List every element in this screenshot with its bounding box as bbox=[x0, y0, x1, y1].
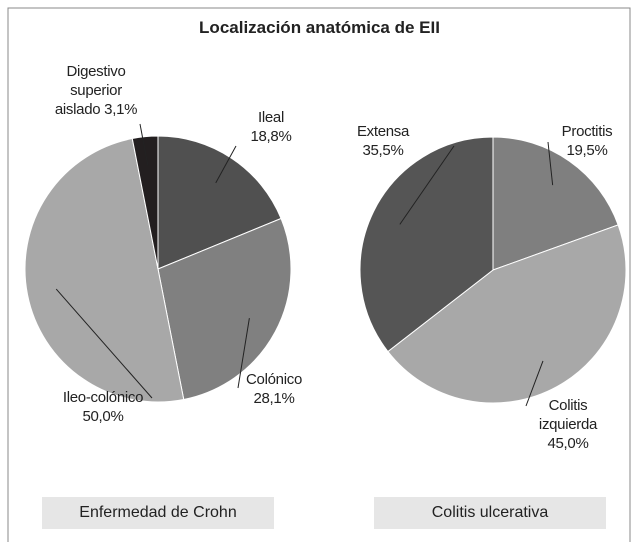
slice-label: Ileal 18,8% bbox=[236, 108, 306, 146]
chart-title: Localización anatómica de EII bbox=[199, 18, 440, 37]
value-label: 3,1% bbox=[104, 101, 138, 118]
value-label: 28,1% bbox=[253, 390, 295, 407]
pie-slice bbox=[359, 136, 494, 353]
leader-line bbox=[139, 123, 149, 166]
value-label: 45,0% bbox=[547, 435, 589, 452]
leader-line bbox=[547, 141, 554, 186]
pie-slice bbox=[387, 224, 627, 404]
leader-line bbox=[215, 145, 237, 184]
category-label: Proctitis bbox=[561, 123, 613, 140]
leader-line bbox=[525, 360, 544, 407]
value-label: 50,0% bbox=[82, 408, 124, 425]
value-label: 35,5% bbox=[362, 142, 404, 159]
category-label: Digestivo superior aislado bbox=[54, 63, 126, 118]
pie-slice bbox=[492, 136, 619, 271]
slice-label: Proctitis 19,5% bbox=[552, 122, 622, 160]
frame bbox=[7, 7, 631, 542]
category-label: Ileo-colónico bbox=[62, 389, 144, 406]
slice-label: Colónico 28,1% bbox=[236, 370, 312, 408]
pie-slice bbox=[157, 217, 292, 401]
pie-slice bbox=[24, 137, 185, 403]
pie-caption: Colitis ulcerativa bbox=[374, 497, 606, 529]
slice-label: Extensa 35,5% bbox=[346, 122, 420, 160]
pie-slice bbox=[157, 135, 282, 270]
slice-label: Colitis izquierda 45,0% bbox=[530, 396, 606, 453]
slice-label: Ileo-colónico 50,0% bbox=[48, 388, 158, 426]
category-label: Ileal bbox=[257, 109, 285, 126]
leader-line bbox=[399, 145, 455, 225]
value-label: 19,5% bbox=[566, 142, 608, 159]
leader-line bbox=[55, 288, 153, 399]
value-label: 18,8% bbox=[250, 128, 292, 145]
pie-caption: Enfermedad de Crohn bbox=[42, 497, 274, 529]
leader-line bbox=[237, 318, 250, 389]
pie-slice bbox=[131, 135, 159, 270]
category-label: Colónico bbox=[246, 371, 302, 388]
category-label: Colitis izquierda bbox=[538, 397, 598, 433]
category-label: Extensa bbox=[356, 123, 410, 140]
slice-label: Digestivo superior aislado 3,1% bbox=[46, 62, 146, 119]
